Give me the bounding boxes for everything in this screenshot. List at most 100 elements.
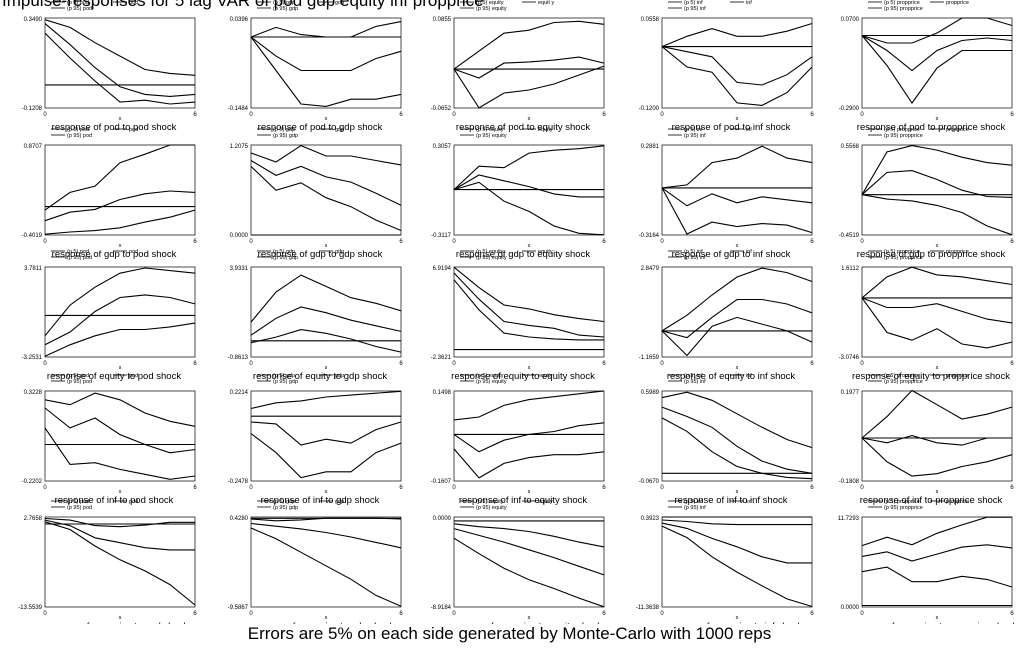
legend-entry: (p 95) inf (684, 6, 706, 12)
y-tick-label: 0.3057 (433, 144, 452, 150)
series-line (661, 525, 813, 608)
legend-entry: (p 95) equity (476, 255, 507, 261)
x-tick-label: 0 (660, 361, 664, 367)
y-tick-label: -9.5867 (228, 605, 249, 611)
x-tick-label: 0 (43, 485, 47, 491)
panel-title: response of propprice to equity shock (444, 621, 602, 624)
legend-entry: (p 5) gdp (273, 0, 295, 6)
legend-entry: pod (129, 373, 138, 379)
legend-entry: (p 5) equity (476, 249, 504, 255)
y-tick-label: 0.0000 (230, 233, 249, 239)
x-tick-label: 6 (399, 485, 403, 491)
x-tick-label: 6 (602, 239, 606, 245)
x-tick-label: 6 (399, 239, 403, 245)
y-tick-label: -0.4519 (839, 233, 860, 239)
x-axis-label: s (325, 615, 328, 621)
series-line (44, 209, 196, 235)
legend-entry: inf (746, 127, 752, 133)
y-tick-label: 0.5568 (841, 144, 860, 150)
series-line (661, 187, 813, 207)
y-tick-label: -0.8613 (228, 355, 249, 361)
series-line (661, 22, 813, 48)
y-tick-label: 0.8707 (24, 144, 43, 150)
legend-entry: gdp (335, 499, 344, 505)
panel-title: response of inf to propprice shock (860, 495, 1003, 506)
legend-entry: (p 5) gdp (273, 499, 295, 505)
y-tick-label: -0.1808 (839, 479, 860, 485)
series-line (661, 187, 813, 235)
series-line (44, 407, 196, 454)
panel-frame (250, 390, 402, 482)
panel-frame (661, 144, 813, 236)
series-line (250, 160, 402, 206)
x-tick-label: 6 (399, 112, 403, 118)
legend-entry: (p 95) propprice (884, 255, 923, 261)
y-tick-label: -3.0746 (839, 355, 860, 361)
x-axis-label: s (528, 243, 531, 249)
y-tick-label: 0.2214 (230, 390, 249, 396)
chart-footer-note: Errors are 5% on each side generated by … (247, 624, 772, 643)
legend-entry: (p 5) inf (684, 249, 703, 255)
series-line (44, 519, 195, 551)
series-line (861, 35, 1013, 72)
x-tick-label: 6 (399, 361, 403, 367)
panel-frame (861, 144, 1013, 236)
legend-entry: (p 95) gdp (273, 133, 298, 139)
x-tick-label: 0 (249, 361, 253, 367)
x-axis-label: s (325, 489, 328, 495)
y-tick-label: -2.3621 (431, 355, 452, 361)
legend-entry: pod (129, 249, 138, 255)
series-line (453, 174, 604, 198)
panel-frame (453, 266, 605, 358)
series-line (453, 266, 605, 323)
x-axis-label: s (936, 243, 939, 249)
x-tick-label: 6 (1010, 611, 1014, 617)
series-line (44, 294, 196, 346)
series-line (861, 170, 1013, 198)
series-line (453, 523, 605, 548)
series-line (250, 274, 402, 323)
x-tick-label: 6 (810, 112, 814, 118)
y-tick-label: 1.2075 (230, 144, 249, 150)
series-line (44, 267, 196, 337)
panel-frame (453, 516, 605, 608)
series-line (453, 272, 605, 338)
panel-title: response of pod to propprice shock (857, 122, 1006, 133)
x-axis-label: s (119, 489, 122, 495)
legend-entry: inf (746, 373, 752, 379)
x-axis-label: s (119, 243, 122, 249)
series-line (861, 297, 1013, 349)
panel-title: response of gdp to equity shock (456, 249, 590, 260)
x-tick-label: 0 (452, 485, 456, 491)
y-tick-label: 2.7658 (24, 516, 43, 522)
panel-frame (44, 390, 196, 482)
x-tick-label: 6 (193, 485, 197, 491)
panel-title: response of inf to equity shock (459, 495, 588, 506)
y-tick-label: 0.3228 (24, 390, 43, 396)
series-line (250, 166, 402, 232)
legend-entry: (p 95) inf (684, 379, 706, 385)
panel-frame (661, 266, 813, 358)
y-tick-label: 0.2881 (641, 144, 660, 150)
panel-title: response of pod to pod shock (52, 122, 177, 133)
series-line (661, 145, 813, 189)
x-axis-label: s (736, 365, 739, 371)
x-axis-label: s (528, 615, 531, 621)
legend-entry: (p 95) equity (476, 505, 507, 511)
x-axis-label: s (736, 615, 739, 621)
series-line (861, 437, 1013, 477)
x-tick-label: 0 (860, 485, 864, 491)
legend-entry: (p 5) inf (684, 0, 703, 6)
y-tick-label: 0.1498 (433, 390, 452, 396)
legend-entry: (p 95) gdp (273, 505, 298, 511)
series-line (44, 19, 196, 76)
x-tick-label: 0 (249, 611, 253, 617)
x-tick-label: 6 (1010, 361, 1014, 367)
x-tick-label: 0 (660, 239, 664, 245)
series-line (453, 145, 605, 191)
x-axis-label: s (325, 365, 328, 371)
panel-title: response of inf to gdp shock (261, 495, 380, 506)
panel-frame (453, 17, 605, 109)
y-tick-label: 0.3923 (641, 516, 660, 522)
y-tick-label: 0.0396 (230, 17, 249, 23)
